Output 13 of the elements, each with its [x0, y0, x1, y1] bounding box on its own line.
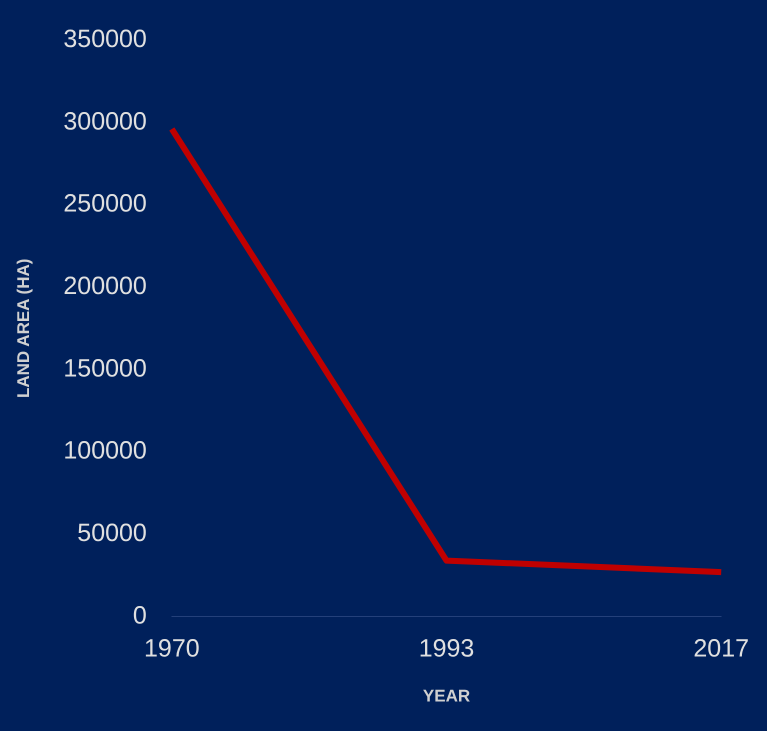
- x-tick-label: 1970: [144, 634, 200, 662]
- x-tick-label: 2017: [693, 634, 750, 662]
- y-tick-label: 100000: [63, 436, 147, 465]
- x-axis-title: YEAR: [422, 686, 470, 706]
- y-axis-title: LAND AREA (HA): [14, 258, 33, 398]
- y-tick-label: 200000: [63, 272, 147, 300]
- y-tick-label: 300000: [63, 107, 147, 136]
- y-tick-label: 250000: [63, 190, 147, 218]
- y-tick-label: 150000: [63, 354, 147, 382]
- y-tick-label: 350000: [63, 24, 147, 53]
- y-tick-label: 0: [132, 601, 147, 630]
- x-tick-label: 1993: [418, 634, 474, 662]
- y-tick-label: 50000: [77, 519, 147, 548]
